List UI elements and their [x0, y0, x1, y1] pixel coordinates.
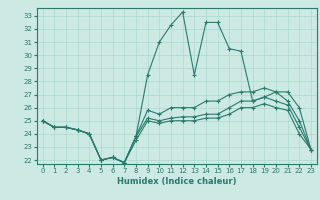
X-axis label: Humidex (Indice chaleur): Humidex (Indice chaleur): [117, 177, 236, 186]
